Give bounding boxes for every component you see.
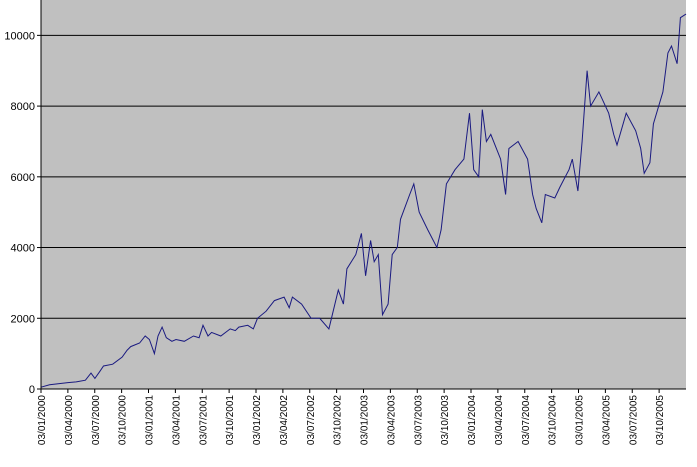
y-tick-label: 10000 — [4, 30, 35, 42]
x-tick-label: 03/01/2004 — [467, 395, 478, 445]
x-tick-label: 03/10/2000 — [118, 395, 129, 445]
x-tick-label: 03/07/2000 — [91, 395, 102, 445]
x-tick-label: 03/10/2003 — [440, 395, 451, 445]
x-tick-label: 03/07/2001 — [198, 395, 209, 445]
x-tick-label: 03/07/2002 — [306, 395, 317, 445]
plot-area — [41, 0, 686, 389]
y-tick-label: 6000 — [11, 172, 35, 184]
x-tick-label: 03/07/2005 — [628, 395, 639, 445]
y-tick-label: 2000 — [11, 313, 35, 325]
x-tick-label: 03/04/2004 — [494, 395, 505, 445]
x-tick-label: 03/04/2001 — [171, 395, 182, 445]
x-tick-label: 03/01/2005 — [575, 395, 586, 445]
x-tick-label: 03/01/2000 — [37, 395, 48, 445]
x-tick-label: 03/01/2002 — [252, 395, 263, 445]
y-tick-label: 4000 — [11, 243, 35, 255]
x-tick-label: 03/07/2004 — [521, 395, 532, 445]
x-tick-label: 03/04/2002 — [279, 395, 290, 445]
series-line — [40, 13, 687, 388]
x-tick-label: 03/04/2005 — [601, 395, 612, 445]
x-tick-label: 03/04/2000 — [64, 395, 75, 445]
x-axis-tick-labels: 03/01/2000 03/04/2000 03/07/2000 03/10/2000… — [37, 389, 666, 445]
x-tick-label: 03/10/2002 — [333, 395, 344, 445]
x-tick-label: 03/10/2004 — [548, 395, 559, 445]
y-tick-label: 8000 — [11, 101, 35, 113]
x-tick-label: 03/07/2003 — [413, 395, 424, 445]
x-tick-label: 03/01/2001 — [145, 395, 156, 445]
gridlines — [41, 34, 686, 319]
x-tick-label: 03/10/2001 — [225, 395, 236, 445]
x-tick-label: 03/10/2005 — [655, 395, 666, 445]
x-tick-label: 03/01/2003 — [360, 395, 371, 445]
y-axis-tick-labels: 0 2000 4000 6000 8000 10000 — [4, 30, 41, 396]
x-tick-label: 03/04/2003 — [386, 395, 397, 445]
y-tick-label: 0 — [29, 384, 35, 396]
